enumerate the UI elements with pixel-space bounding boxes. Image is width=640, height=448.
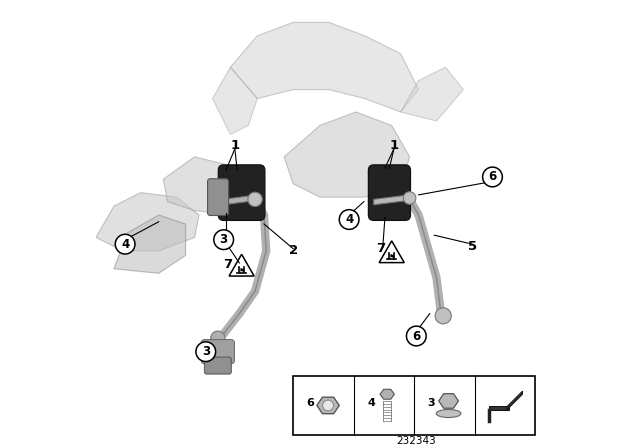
Circle shape [323, 400, 333, 411]
Circle shape [339, 210, 359, 229]
Text: 2: 2 [289, 244, 298, 258]
FancyBboxPatch shape [369, 165, 410, 220]
Text: 3: 3 [202, 345, 210, 358]
Circle shape [214, 230, 234, 250]
FancyBboxPatch shape [204, 357, 231, 374]
Circle shape [248, 192, 262, 207]
Polygon shape [230, 22, 419, 112]
Polygon shape [439, 394, 458, 408]
Polygon shape [317, 397, 339, 414]
Polygon shape [401, 67, 463, 121]
Polygon shape [163, 157, 248, 215]
Polygon shape [507, 391, 522, 410]
Text: 5: 5 [468, 240, 477, 253]
Text: 1: 1 [389, 139, 399, 152]
Ellipse shape [436, 409, 461, 418]
Text: 4: 4 [345, 213, 353, 226]
Text: ⚑: ⚑ [239, 267, 244, 274]
FancyBboxPatch shape [207, 179, 228, 215]
Text: ⚑: ⚑ [388, 254, 395, 260]
Circle shape [403, 192, 416, 204]
Text: 7: 7 [223, 258, 233, 271]
Polygon shape [212, 67, 257, 134]
Text: 3: 3 [428, 398, 435, 408]
Text: 1: 1 [230, 139, 239, 152]
Text: 7: 7 [376, 242, 385, 255]
Text: 6: 6 [488, 170, 497, 184]
Polygon shape [114, 215, 186, 273]
Polygon shape [224, 195, 257, 205]
Text: 232343: 232343 [396, 436, 436, 446]
Circle shape [196, 342, 216, 362]
Polygon shape [380, 389, 394, 399]
Bar [293, 376, 535, 435]
Polygon shape [374, 195, 410, 205]
Text: 6: 6 [412, 329, 420, 343]
Text: 3: 3 [220, 233, 228, 246]
Polygon shape [96, 193, 199, 251]
Text: 4: 4 [367, 398, 375, 408]
Circle shape [211, 331, 225, 345]
FancyBboxPatch shape [202, 340, 234, 364]
Polygon shape [489, 406, 509, 410]
Text: 6: 6 [306, 398, 314, 408]
Circle shape [115, 234, 135, 254]
Circle shape [406, 326, 426, 346]
Polygon shape [284, 112, 410, 197]
Circle shape [435, 308, 451, 324]
FancyBboxPatch shape [218, 165, 265, 220]
Text: 4: 4 [121, 237, 129, 251]
Circle shape [483, 167, 502, 187]
